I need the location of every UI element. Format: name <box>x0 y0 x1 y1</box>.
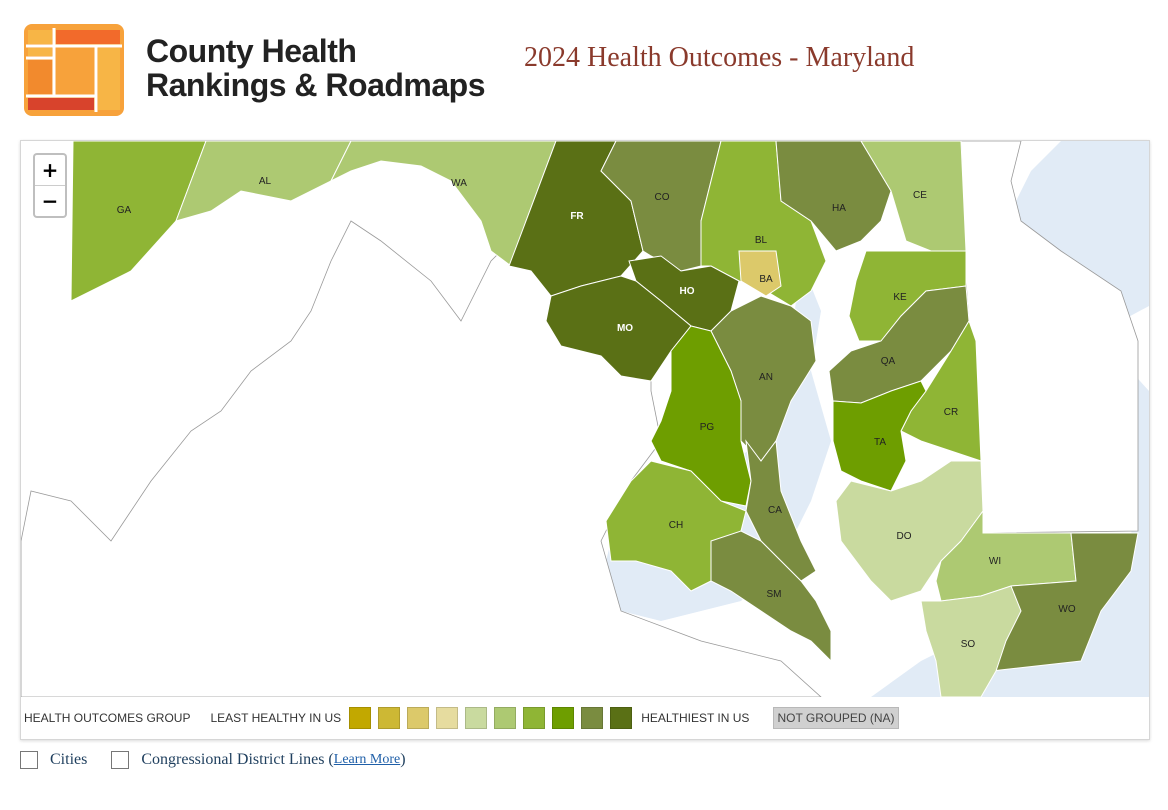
page-title: 2024 Health Outcomes - Maryland <box>524 42 915 73</box>
label-so: SO <box>961 639 976 650</box>
county-cr[interactable] <box>900 319 982 462</box>
delaware-bay <box>1011 141 1149 321</box>
county-ga[interactable] <box>70 141 207 302</box>
label-ha: HA <box>832 203 846 214</box>
label-pg: PG <box>700 422 715 433</box>
header: County Health Rankings & Roadmaps 2024 H… <box>0 0 1168 130</box>
zoom-in-button[interactable]: + <box>35 155 65 186</box>
legend-best-label: HEALTHIEST IN US <box>641 711 750 725</box>
label-ho: HO <box>680 286 695 297</box>
label-cr: CR <box>944 407 958 418</box>
legend-swatch-6[interactable] <box>494 707 517 729</box>
learn-more-link[interactable]: Learn More <box>333 752 401 767</box>
legend-swatch-2[interactable] <box>378 707 401 729</box>
label-ce: CE <box>913 190 927 201</box>
label-wa: WA <box>451 178 467 189</box>
districts-label: Congressional District Lines ( <box>141 751 334 768</box>
label-al: AL <box>259 176 272 187</box>
map-panel: GA AL WA FR CO BL HA CE BA HO MO KE QA A… <box>20 140 1150 740</box>
county-ba[interactable] <box>738 250 782 297</box>
label-bl: BL <box>755 235 768 246</box>
logo-text: County Health Rankings & Roadmaps <box>146 33 486 103</box>
districts-checkbox[interactable] <box>111 751 130 769</box>
districts-toggle[interactable]: Congressional District Lines (Learn More… <box>111 751 406 769</box>
cities-checkbox[interactable] <box>20 751 38 769</box>
districts-close-paren: ) <box>400 751 406 768</box>
logo-icon <box>24 24 124 116</box>
county-so[interactable] <box>920 585 1022 697</box>
cities-toggle[interactable]: Cities <box>20 751 87 769</box>
zoom-out-button[interactable]: − <box>41 189 59 213</box>
legend-swatch-3[interactable] <box>407 707 430 729</box>
county-ta[interactable] <box>832 380 927 492</box>
label-ch: CH <box>669 520 683 531</box>
label-an: AN <box>759 372 773 383</box>
label-mo: MO <box>617 323 633 334</box>
county-map[interactable]: GA AL WA FR CO BL HA CE BA HO MO KE QA A… <box>21 141 1149 697</box>
logo-line-1: County Health <box>146 33 357 69</box>
legend-swatch-5[interactable] <box>465 707 488 729</box>
cities-label: Cities <box>50 751 88 768</box>
legend-swatch-4[interactable] <box>436 707 459 729</box>
logo-line-2: Rankings & Roadmaps <box>146 67 486 103</box>
county-ca[interactable] <box>745 439 817 582</box>
legend-swatch-9[interactable] <box>581 707 604 729</box>
label-ta: TA <box>874 437 886 448</box>
zoom-control: + − <box>33 153 67 218</box>
legend-swatch-7[interactable] <box>523 707 546 729</box>
label-ca: CA <box>768 505 782 516</box>
map-legend: HEALTH OUTCOMES GROUP LEAST HEALTHY IN U… <box>21 697 1149 739</box>
county-labels: GA AL WA FR CO BL HA CE BA HO MO KE QA A… <box>117 176 1076 650</box>
legend-swatch-8[interactable] <box>552 707 575 729</box>
label-wi: WI <box>989 556 1001 567</box>
map-toggles: Cities Congressional District Lines (Lea… <box>20 748 430 772</box>
legend-swatch-1[interactable] <box>349 707 372 729</box>
label-sm: SM <box>767 589 782 600</box>
label-qa: QA <box>881 356 896 367</box>
label-do: DO <box>897 531 912 542</box>
legend-na-badge[interactable]: NOT GROUPED (NA) <box>773 707 899 729</box>
label-ba: BA <box>759 274 773 285</box>
label-fr: FR <box>570 211 584 222</box>
counties-layer <box>70 141 1139 697</box>
label-ke: KE <box>893 292 907 303</box>
county-sm[interactable] <box>710 530 832 663</box>
label-co: CO <box>655 192 670 203</box>
legend-title: HEALTH OUTCOMES GROUP <box>24 711 191 725</box>
label-wo: WO <box>1058 604 1075 615</box>
legend-least-label: LEAST HEALTHY IN US <box>210 711 342 725</box>
legend-swatch-10[interactable] <box>610 707 633 729</box>
label-ga: GA <box>117 205 132 216</box>
